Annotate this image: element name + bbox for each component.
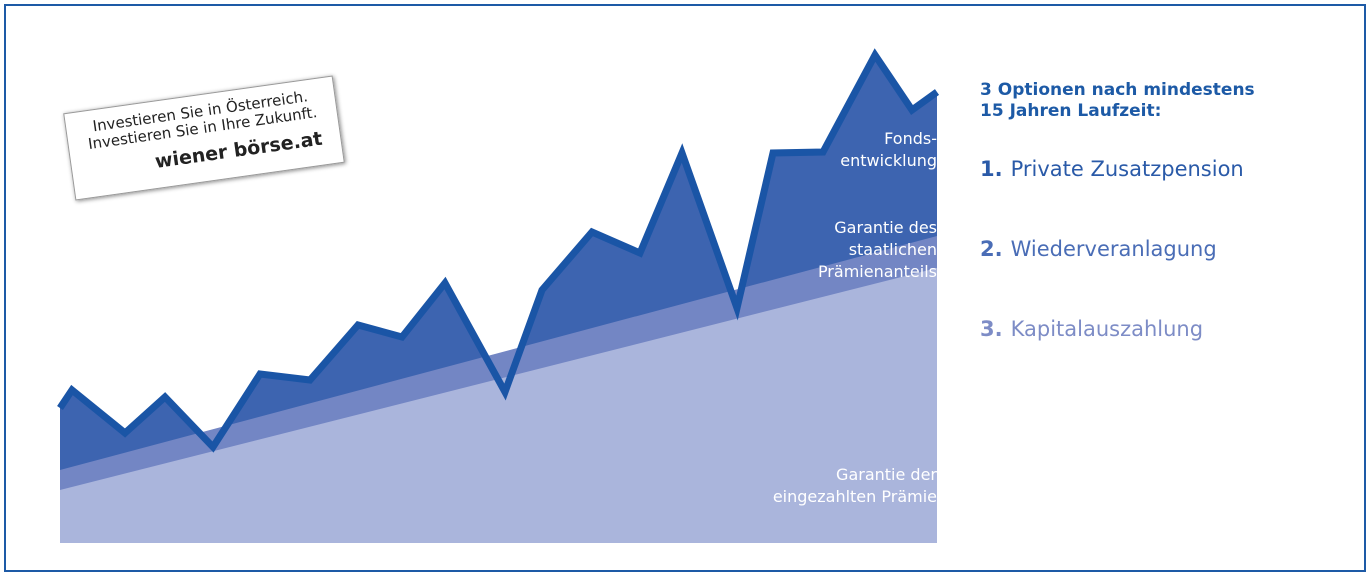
option-number: 3. [980, 317, 1003, 341]
option: 3. Kapitalauszahlung [980, 317, 1203, 341]
chart-label: Fonds- entwicklung [840, 128, 937, 172]
chart-label: Garantie der eingezahlten Prämie [773, 464, 937, 508]
label-line: entwicklung [840, 151, 937, 170]
fund-line [57, 48, 940, 453]
label-line: Prämienanteils [817, 262, 937, 281]
option-text: Private Zusatzpension [1010, 157, 1244, 181]
title-line: 15 Jahren Laufzeit: [980, 101, 1162, 121]
label-line: eingezahlten Prämie [772, 487, 937, 506]
option: 2. Wiederveranlagung [980, 237, 1217, 261]
paid-guarantee-band [60, 268, 937, 543]
label-line: Garantie des [834, 218, 937, 237]
option-text: Wiederveranlagung [1010, 237, 1217, 261]
options-title: 3 Optionen nach mindestens 15 Jahren Lau… [980, 80, 1255, 122]
label-line: staatlichen [848, 240, 937, 259]
option: 1. Private Zusatzpension [980, 157, 1244, 181]
label-line: Fonds- [884, 129, 937, 148]
option-text: Kapitalauszahlung [1010, 317, 1204, 341]
title-line: 3 Optionen nach mindestens [980, 80, 1255, 100]
option-number: 1. [980, 157, 1003, 181]
chart-label: Garantie des staatlichen Prämienanteils [818, 217, 937, 283]
option-number: 2. [980, 237, 1003, 261]
frame [4, 4, 1366, 572]
label-line: Garantie der [836, 465, 937, 484]
